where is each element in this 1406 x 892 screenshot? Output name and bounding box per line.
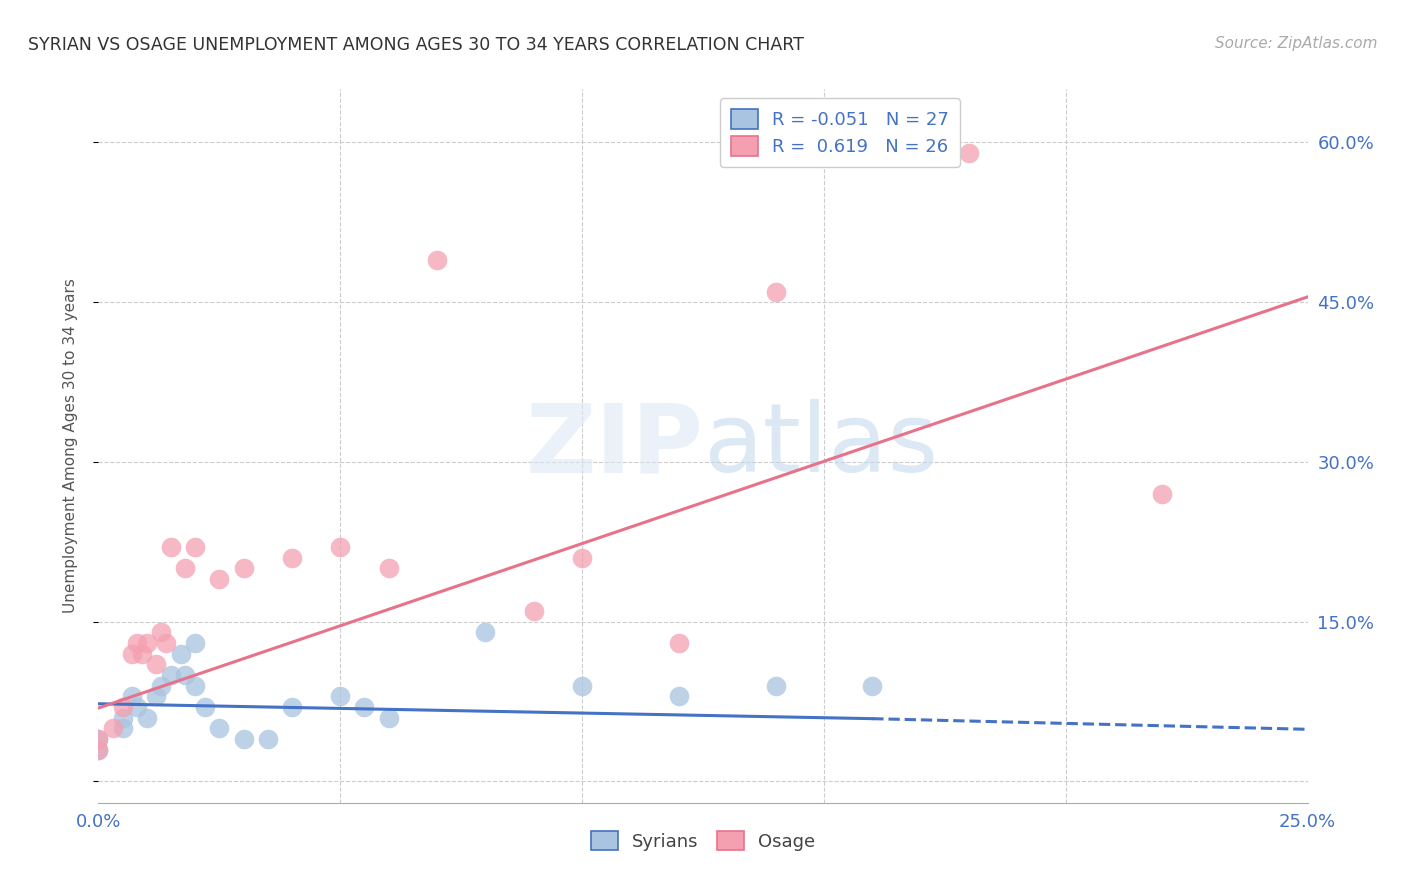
- Point: [145, 657, 167, 672]
- Point: [668, 690, 690, 704]
- Point: [860, 679, 883, 693]
- Point: [232, 561, 254, 575]
- Point: [127, 636, 149, 650]
- Point: [184, 540, 207, 554]
- Point: [101, 721, 124, 735]
- Point: [135, 710, 157, 724]
- Point: [208, 572, 231, 586]
- Point: [160, 668, 183, 682]
- Point: [174, 561, 197, 575]
- Point: [87, 742, 110, 756]
- Point: [281, 550, 304, 565]
- Text: Source: ZipAtlas.com: Source: ZipAtlas.com: [1215, 36, 1378, 51]
- Point: [1152, 487, 1174, 501]
- Point: [121, 647, 143, 661]
- Point: [377, 710, 399, 724]
- Point: [131, 647, 153, 661]
- Point: [174, 668, 197, 682]
- Point: [169, 647, 191, 661]
- Point: [353, 700, 375, 714]
- Point: [232, 731, 254, 746]
- Point: [668, 636, 690, 650]
- Text: ZIP: ZIP: [524, 400, 703, 492]
- Point: [765, 679, 787, 693]
- Point: [957, 146, 980, 161]
- Point: [571, 679, 593, 693]
- Point: [121, 690, 143, 704]
- Point: [329, 540, 352, 554]
- Point: [87, 731, 110, 746]
- Point: [87, 731, 110, 746]
- Point: [281, 700, 304, 714]
- Text: SYRIAN VS OSAGE UNEMPLOYMENT AMONG AGES 30 TO 34 YEARS CORRELATION CHART: SYRIAN VS OSAGE UNEMPLOYMENT AMONG AGES …: [28, 36, 804, 54]
- Point: [194, 700, 217, 714]
- Point: [426, 252, 449, 267]
- Point: [208, 721, 231, 735]
- Point: [127, 700, 149, 714]
- Point: [571, 550, 593, 565]
- Point: [184, 679, 207, 693]
- Point: [150, 679, 173, 693]
- Point: [111, 700, 134, 714]
- Point: [765, 285, 787, 299]
- Point: [256, 731, 278, 746]
- Point: [184, 636, 207, 650]
- Point: [150, 625, 173, 640]
- Point: [135, 636, 157, 650]
- Point: [155, 636, 177, 650]
- Point: [87, 742, 110, 756]
- Point: [145, 690, 167, 704]
- Point: [329, 690, 352, 704]
- Legend: Syrians, Osage: Syrians, Osage: [583, 824, 823, 858]
- Point: [111, 710, 134, 724]
- Point: [377, 561, 399, 575]
- Point: [474, 625, 496, 640]
- Text: atlas: atlas: [703, 400, 938, 492]
- Y-axis label: Unemployment Among Ages 30 to 34 years: Unemployment Among Ages 30 to 34 years: [63, 278, 77, 614]
- Point: [111, 721, 134, 735]
- Point: [160, 540, 183, 554]
- Point: [523, 604, 546, 618]
